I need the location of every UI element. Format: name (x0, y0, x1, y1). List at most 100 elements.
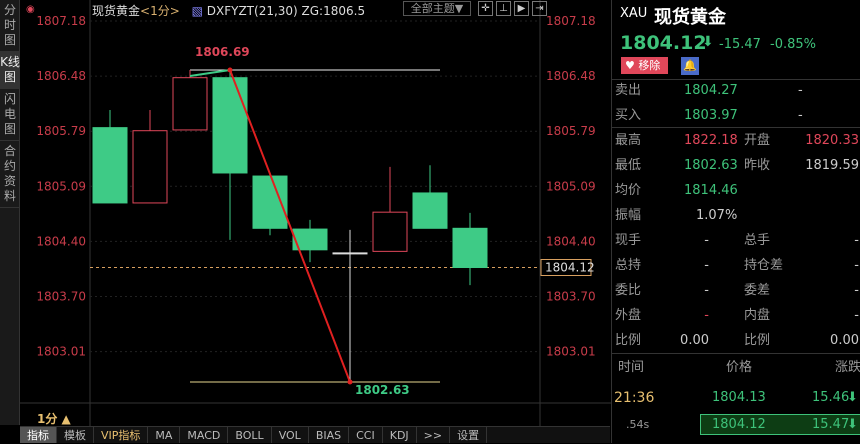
bell-icon[interactable]: 🔔 (681, 57, 699, 75)
field-value: 1822.18 (684, 133, 738, 148)
indicator-tab[interactable]: MA (148, 427, 181, 443)
low-price-label: 1802.63 (355, 383, 410, 397)
field-value: 1.07% (696, 208, 738, 223)
indicator-tab[interactable]: BOLL (228, 427, 272, 443)
field-label: 振幅 (615, 208, 642, 223)
candle-body (92, 127, 128, 204)
field-value: - (704, 283, 709, 298)
kline-chart[interactable]: 1807.18 1807.18 1806.48 1806.48 1805.79 1805.… (0, 0, 611, 426)
indicator-tab[interactable]: >> (417, 427, 451, 443)
zigzag-point (227, 67, 233, 73)
tab-contract[interactable]: 合约资料 (0, 141, 20, 208)
zigzag-point (347, 379, 353, 385)
current-price-tag (540, 258, 592, 276)
remove-label: 移除 (638, 59, 661, 72)
current-price-label: 1804.12 (545, 260, 595, 274)
field-label: 均价 (615, 183, 642, 198)
indicator-tab[interactable]: BIAS (309, 427, 350, 443)
left-axis-label: 1806.48 (36, 69, 86, 83)
right-axis-label: 1805.09 (546, 179, 596, 193)
candle-body (332, 252, 368, 255)
col-price: 价格 (726, 360, 753, 375)
left-axis-label: 1803.01 (36, 345, 86, 359)
quote-field-row: 最高 1822.18 开盘 1820.33 (612, 129, 860, 153)
price-change: -15.47 (719, 37, 761, 52)
field-value: - (704, 308, 709, 323)
field-label: 委比 (615, 283, 642, 298)
candle-body (372, 211, 408, 252)
play-icon[interactable]: ▶ (514, 1, 529, 16)
field-value: - (854, 308, 859, 323)
field-label: 最高 (615, 133, 642, 148)
quote-field-row: 比例 0.00 比例 0.00 (612, 329, 860, 353)
crosshair-icon[interactable]: ✛ (478, 1, 493, 16)
field-label: 总手 (744, 233, 771, 248)
latest-tick-highlight (700, 414, 860, 435)
left-axis-label: 1803.70 (36, 290, 86, 304)
high-price-label: 1806.69 (195, 45, 250, 59)
right-axis-label: 1804.40 (546, 234, 596, 248)
tick-price: 1804.13 (712, 390, 766, 405)
right-axis-label: 1806.48 (546, 69, 596, 83)
right-axis-label: 1807.18 (546, 14, 596, 28)
indicator-tabs: 指标 模板 VIP指标 MA MACD BOLL VOL BIAS CCI KDJ >> 设置 (20, 426, 610, 443)
remove-watch-button[interactable]: ♥ 移除 (621, 57, 668, 74)
candle-body (172, 77, 208, 131)
end-icon[interactable]: ⇥ (532, 1, 547, 16)
tick-row: 21:36 1804.13 15.46 ⬇ (612, 386, 860, 410)
field-label: 昨收 (744, 158, 771, 173)
left-axis-label: 1805.09 (36, 179, 86, 193)
indicator-tab[interactable]: 设置 (450, 427, 488, 443)
indicator-tab[interactable]: VIP指标 (94, 427, 149, 443)
right-axis-label: 1805.79 (546, 124, 596, 138)
view-tabs: 分时图 K线图 闪电图 合约资料 (0, 0, 20, 425)
divider (612, 79, 860, 80)
tab-timeshare[interactable]: 分时图 (0, 0, 20, 52)
indicator-tab[interactable]: MACD (180, 427, 229, 443)
zigzag-down-segment (229, 69, 351, 383)
field-label: 委差 (744, 283, 771, 298)
field-value: - (854, 283, 859, 298)
field-value: 1820.33 (805, 133, 859, 148)
left-axis-label: 1804.40 (36, 234, 86, 248)
down-arrow-icon: ⬇ (847, 417, 858, 432)
field-value: - (704, 233, 709, 248)
field-label: 开盘 (744, 133, 771, 148)
indicator-tab[interactable]: KDJ (383, 427, 417, 443)
period-toggle[interactable]: 1分 ▲ (37, 412, 71, 426)
left-axis-label: 1805.79 (36, 124, 86, 138)
indicator-tab[interactable]: CCI (349, 427, 383, 443)
theme-dropdown[interactable]: 全部主题▼ (403, 1, 471, 16)
sell-price: 1804.27 (684, 83, 738, 98)
field-label: 持仓差 (744, 258, 784, 273)
divider (612, 127, 860, 128)
field-label: 比例 (744, 333, 771, 348)
field-value: 1814.46 (684, 183, 738, 198)
quote-field-row: 均价 1814.46 (612, 179, 860, 203)
period-selector[interactable]: <1分> (140, 4, 180, 18)
tab-flash[interactable]: 闪电图 (0, 89, 20, 141)
quote-field-row: 最低 1802.63 昨收 1819.59 (612, 154, 860, 178)
field-label: 外盘 (615, 308, 642, 323)
tick-price: 1804.12 (712, 417, 766, 432)
instrument-name: 现货黄金 (92, 4, 141, 18)
tick-change: 15.47 (812, 417, 850, 432)
indicator-tab[interactable]: VOL (272, 427, 309, 443)
col-time: 时间 (618, 360, 645, 375)
field-label: 比例 (615, 333, 642, 348)
down-arrow-icon: ⬇ (847, 390, 858, 405)
tab-kline[interactable]: K线图 (0, 52, 20, 89)
quote-name: 现货黄金 (654, 7, 726, 28)
quote-field-row: 总持 - 持仓差 - (612, 254, 860, 278)
sell-label: 卖出 (615, 83, 642, 98)
price-change-pct: -0.85% (770, 37, 816, 52)
indicator-tab[interactable]: 指标 (20, 427, 57, 443)
zoom-in-icon[interactable]: ⊥ (496, 1, 511, 16)
sell-row: 卖出 1804.27 - (612, 79, 860, 103)
indicator-tab[interactable]: 模板 (57, 427, 94, 443)
settings-dot-icon[interactable]: ◉ (26, 4, 35, 15)
chart-header: 现货黄金<1分> ▧ DXFYZT(21,30) ZG:1806.5 (92, 2, 365, 19)
quote-field-row: 外盘 - 内盘 - (612, 304, 860, 328)
quote-code: XAU (620, 6, 648, 21)
field-value: - (854, 258, 859, 273)
